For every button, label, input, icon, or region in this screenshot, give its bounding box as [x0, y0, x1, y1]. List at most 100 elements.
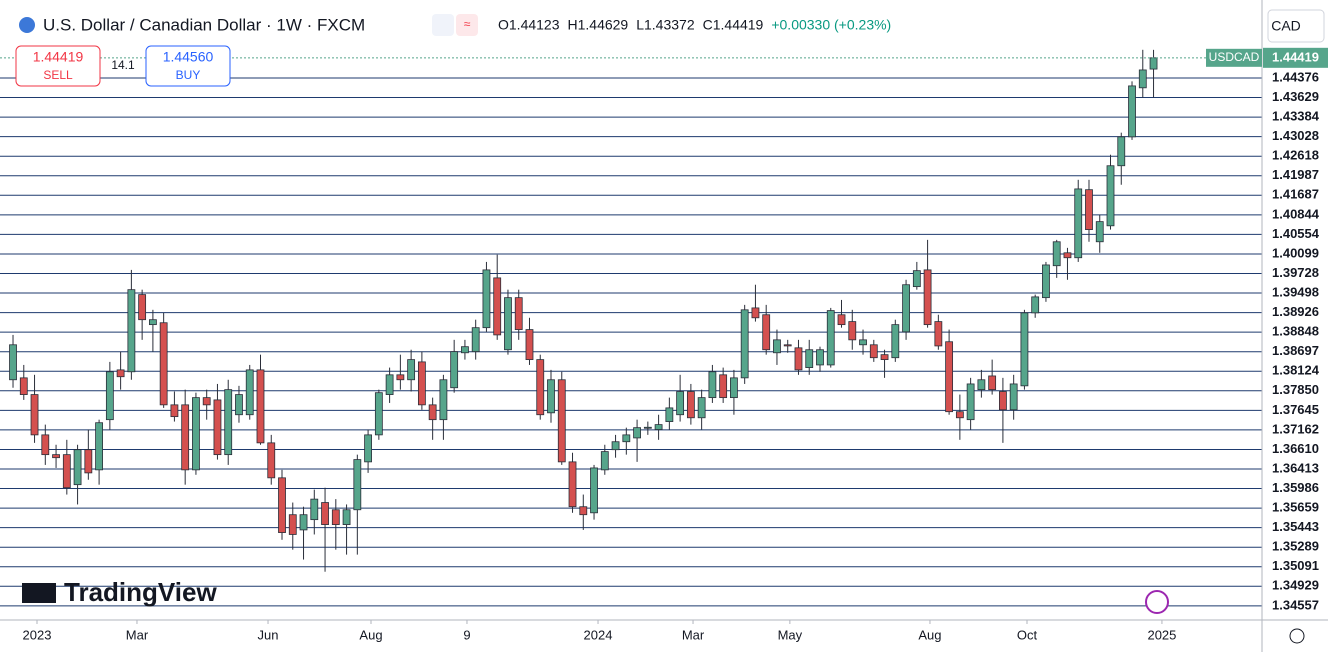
candle-body — [783, 344, 792, 347]
candle-body — [321, 502, 329, 525]
x-tick-label: Mar — [126, 627, 149, 642]
candle-body — [235, 394, 243, 416]
icon: ≈ — [464, 17, 471, 31]
candle-body — [1128, 85, 1136, 138]
candle-body — [525, 329, 534, 361]
candle-body — [923, 269, 932, 326]
price-label: 1.37850 — [1272, 382, 1319, 397]
candle-body — [353, 459, 362, 511]
candle-body — [170, 404, 179, 418]
toggle[interactable] — [456, 14, 478, 36]
lightning-icon[interactable] — [1145, 590, 1169, 614]
price-label: 1.36413 — [1272, 460, 1319, 475]
candle-body — [665, 407, 674, 422]
candle-body — [1042, 264, 1050, 299]
candle-body — [547, 379, 555, 414]
candle-body — [84, 449, 93, 474]
candle-body — [192, 397, 200, 471]
x-tick-label: 9 — [463, 627, 470, 642]
candle-body — [848, 321, 857, 341]
candle-body — [934, 321, 943, 347]
candle-body — [213, 399, 222, 456]
candle-body — [482, 269, 491, 329]
chart-title: U.S. Dollar / Canadian Dollar · 1W · FXC… — [43, 15, 365, 34]
candle-body — [1052, 241, 1061, 267]
price-label: 1.37645 — [1272, 402, 1319, 417]
price-label: 1.41987 — [1272, 167, 1319, 182]
candle-body — [1095, 221, 1104, 243]
price-label: 1.34929 — [1272, 578, 1319, 593]
candle-body — [1085, 189, 1093, 231]
settings-icon[interactable] — [1289, 628, 1305, 644]
candle-body — [773, 339, 781, 354]
symbol-tag — [1206, 48, 1262, 67]
candle-body — [708, 371, 717, 399]
x-tick-label: May — [778, 627, 803, 642]
x-tick-label: Mar — [682, 627, 705, 642]
candle-body — [288, 514, 297, 535]
buy-button[interactable] — [145, 45, 231, 87]
candle-body — [633, 427, 641, 439]
candle-body — [859, 339, 867, 346]
candle-body — [751, 307, 760, 319]
candle-body — [536, 359, 545, 416]
price-label: 1.35986 — [1272, 480, 1319, 495]
sell-label: SELL — [43, 68, 73, 82]
ohlc-value: C1.44419 — [703, 17, 764, 33]
price-label: 1.40844 — [1272, 206, 1320, 221]
candle-body — [224, 389, 233, 456]
price-label: 1.36610 — [1272, 441, 1319, 456]
candle-body — [428, 404, 437, 421]
candle-body — [417, 361, 426, 406]
candle-body — [116, 369, 125, 378]
x-tick-label: 2023 — [23, 627, 52, 642]
candle-body — [977, 379, 986, 391]
candle-body — [686, 391, 695, 419]
candle-body — [245, 369, 254, 416]
candle-body — [52, 454, 60, 459]
price-label: 1.40099 — [1272, 245, 1319, 260]
price-label: 1.37162 — [1272, 421, 1319, 436]
candle-body — [955, 411, 964, 419]
price-label: 1.43384 — [1272, 109, 1320, 124]
toggle[interactable] — [432, 14, 454, 36]
price-label: 1.39728 — [1272, 265, 1319, 280]
candle-body — [256, 369, 265, 444]
ohlc-value: O1.44123 — [498, 17, 560, 33]
candle-body — [95, 422, 103, 471]
candle-body — [568, 461, 577, 508]
ohlc-value: L1.43372 — [636, 17, 695, 33]
candle-body — [267, 442, 276, 479]
price-label: 1.39498 — [1272, 284, 1319, 299]
candle-body — [643, 426, 652, 429]
ohlc-value: H1.44629 — [568, 17, 629, 33]
candle-body — [73, 449, 82, 486]
candle-body — [30, 394, 39, 436]
sell-button[interactable] — [15, 45, 101, 87]
candle-body — [611, 441, 620, 451]
candle-body — [912, 270, 921, 288]
currency-button[interactable] — [1267, 9, 1325, 43]
candle-body — [600, 451, 609, 471]
candle-body — [1009, 383, 1018, 411]
price-label: 1.35443 — [1272, 519, 1319, 534]
price-label: 1.38124 — [1272, 363, 1320, 378]
ohlc-values: O1.44123 H1.44629 L1.43372 C1.44419 +0.00330… — [498, 17, 891, 33]
logo: TradingView — [64, 577, 217, 607]
buy-price: 1.44560 — [163, 49, 214, 65]
candle-body — [127, 289, 136, 373]
candle-body — [966, 383, 975, 421]
candle-body — [41, 434, 50, 456]
candle-body — [880, 354, 889, 361]
candle-body — [105, 371, 114, 421]
price-label: 1.38697 — [1272, 343, 1319, 358]
candle-body — [945, 341, 954, 413]
sell-price: 1.44419 — [33, 49, 84, 65]
candle-body — [450, 351, 459, 389]
candle-body — [9, 344, 17, 381]
price-label: 1.35289 — [1272, 539, 1319, 554]
candle-body — [697, 397, 706, 419]
price-label: 1.34557 — [1272, 597, 1319, 612]
candle-body — [999, 391, 1007, 411]
